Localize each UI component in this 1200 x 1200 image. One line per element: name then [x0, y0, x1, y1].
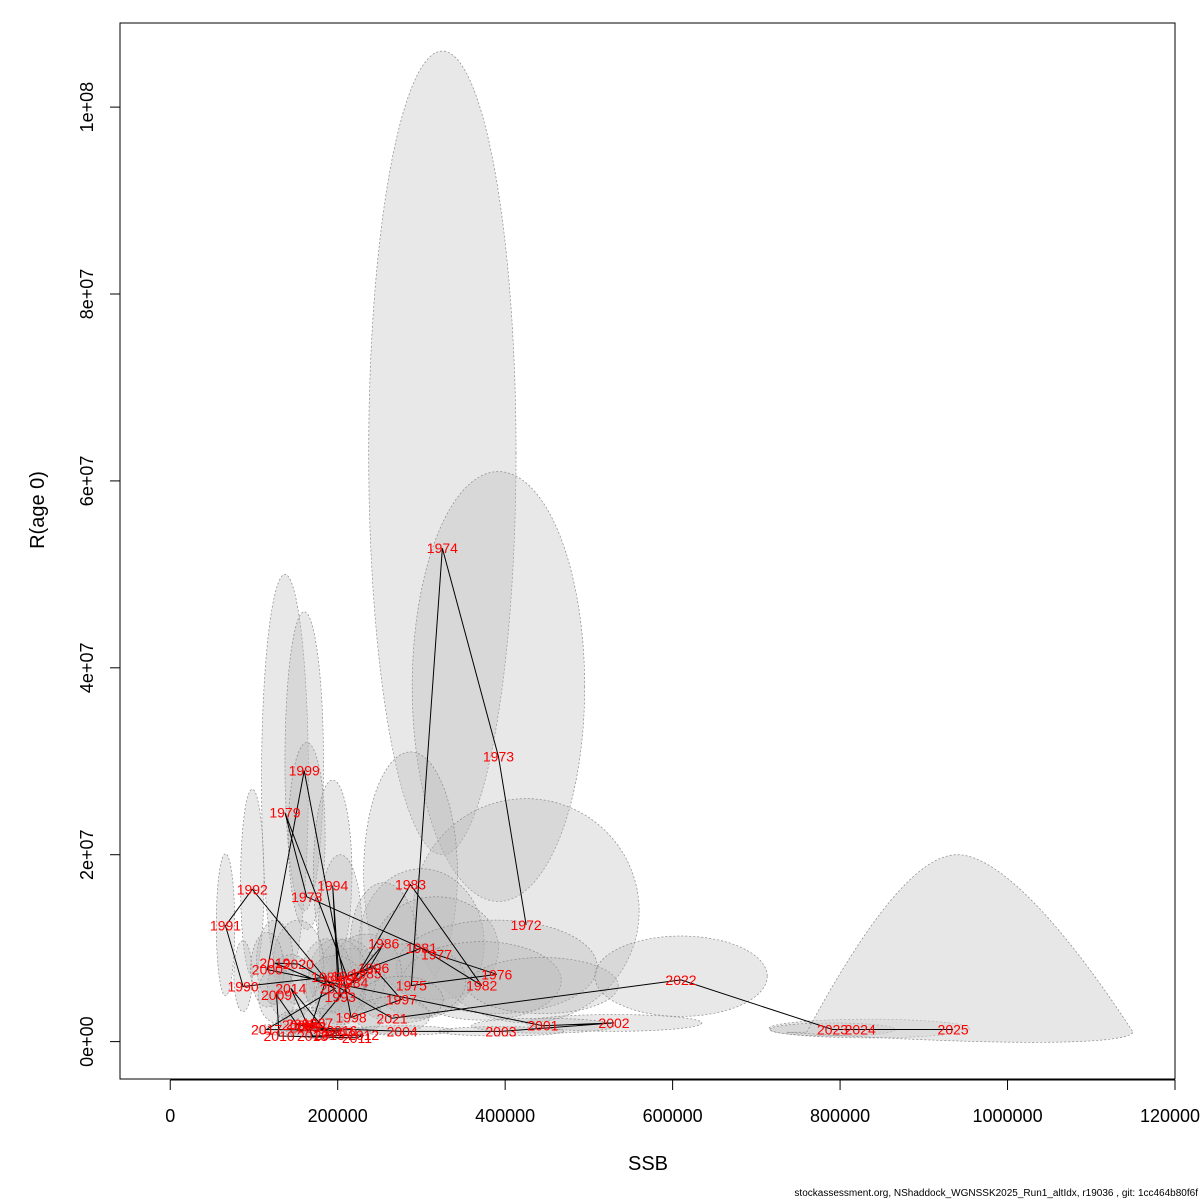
year-label-1978: 1978 [291, 889, 322, 905]
recruitment-trajectory-line [224, 548, 954, 1039]
year-label-2006: 2006 [286, 1016, 317, 1032]
year-label-2011: 2011 [342, 1030, 372, 1046]
x-tick-label-800000: 800000 [810, 1106, 870, 1126]
year-label-2025: 2025 [938, 1021, 969, 1037]
year-label-1976: 1976 [481, 966, 512, 982]
year-label-2010: 2010 [264, 1028, 295, 1044]
uncertainty-region-12 [233, 940, 253, 1013]
year-label-1979: 1979 [269, 805, 300, 821]
uncertainty-region-18 [467, 957, 619, 1014]
year-label-1972: 1972 [511, 917, 542, 933]
year-label-2013: 2013 [297, 1028, 328, 1044]
y-tick-label-0e+00: 0e+00 [77, 1016, 97, 1067]
year-label-2003: 2003 [485, 1023, 516, 1039]
year-label-2015: 2015 [314, 1027, 345, 1043]
year-label-1990: 1990 [228, 978, 259, 994]
year-label-1984: 1984 [337, 975, 368, 991]
year-label-1981: 1981 [406, 940, 437, 956]
year-label-2018: 2018 [320, 980, 351, 996]
uncertainty-region-34 [354, 996, 431, 1035]
year-label-2020: 2020 [283, 956, 314, 972]
year-label-2008: 2008 [282, 1017, 313, 1033]
year-label-2022: 2022 [665, 972, 696, 988]
uncertainty-region-11 [215, 853, 236, 997]
year-label-2001: 2001 [527, 1018, 558, 1034]
year-label-2007: 2007 [322, 1024, 353, 1040]
year-label-2016: 2016 [326, 1022, 357, 1038]
y-tick-label-6e+07: 6e+07 [77, 456, 97, 507]
x-tick-label-1000000: 1000000 [973, 1106, 1043, 1126]
year-label-1999: 1999 [289, 763, 320, 779]
uncertainty-region-13 [358, 868, 485, 1019]
year-label-1974: 1974 [427, 540, 458, 556]
year-label-2021: 2021 [377, 1010, 408, 1026]
year-label-1987: 1987 [302, 1015, 333, 1031]
uncertainty-region-5 [261, 574, 309, 986]
x-tick-label-200000: 200000 [308, 1106, 368, 1126]
x-axis-title: SSB [628, 1153, 668, 1175]
uncertainty-region-41 [351, 1025, 453, 1036]
year-label-1985: 1985 [351, 965, 382, 981]
y-axis: 0e+00 2e+07 4e+07 6e+07 8e+07 1e+08 [77, 82, 121, 1067]
year-label-1998: 1998 [336, 1009, 367, 1025]
year-label-2023: 2023 [817, 1021, 848, 1037]
year-labels: 1972 1973 1974 1975 1976 1977 1978 1979 1980 1981… [210, 540, 969, 1046]
uncertainty-region-7 [287, 742, 326, 930]
year-label-1991: 1991 [210, 918, 241, 934]
year-label-2009: 2009 [261, 987, 292, 1003]
year-label-2012: 2012 [348, 1027, 379, 1043]
x-tick-label-0: 0 [165, 1106, 175, 1126]
y-axis-title: R(age 0) [27, 471, 49, 549]
year-label-1995: 1995 [322, 972, 353, 988]
year-label-2014: 2014 [275, 980, 306, 996]
year-label-1975: 1975 [396, 978, 427, 994]
year-label-2005: 2005 [289, 1020, 320, 1036]
region-2025-uncertainty [786, 854, 1134, 1043]
year-label-2002: 2002 [598, 1015, 629, 1031]
footer-credit: stockassessment.org, NShaddock_WGNSSK202… [794, 1188, 1198, 1199]
uncertainty-region-8 [313, 779, 353, 968]
year-label-1982: 1982 [466, 978, 497, 994]
y-tick-label-8e+07: 8e+07 [77, 269, 97, 320]
year-label-1989: 1989 [311, 969, 342, 985]
uncertainty-region-21 [330, 933, 402, 1010]
uncertainty-region-1 [368, 50, 517, 856]
year-label-1977: 1977 [421, 947, 452, 963]
year-label-1993: 1993 [325, 989, 356, 1005]
year-label-2019: 2019 [259, 955, 290, 971]
y-tick-label-2e+07: 2e+07 [77, 829, 97, 880]
y-tick-label-4e+07: 4e+07 [77, 643, 97, 694]
uncertainty-region-29 [267, 954, 315, 1021]
y-tick-label-1e+08: 1e+08 [77, 82, 97, 133]
uncertainty-region-6 [284, 611, 324, 912]
x-tick-label-400000: 400000 [475, 1106, 535, 1126]
year-label-2017: 2017 [251, 1021, 282, 1037]
uncertainty-region-2 [411, 471, 586, 902]
year-label-2000: 2000 [252, 962, 283, 978]
year-label-1986: 1986 [368, 935, 399, 951]
uncertainty-region-10 [240, 788, 265, 977]
year-label-2004: 2004 [387, 1023, 418, 1039]
uncertainty-region-16 [395, 919, 598, 1014]
year-label-1983: 1983 [395, 877, 426, 893]
x-tick-label-600000: 600000 [643, 1106, 703, 1126]
year-label-1997: 1997 [386, 992, 417, 1008]
uncertainty-region-19 [594, 935, 768, 1017]
year-label-1980: 1980 [331, 968, 362, 984]
year-label-1992: 1992 [237, 881, 268, 897]
year-label-2024: 2024 [845, 1021, 876, 1037]
uncertainty-region-3 [412, 798, 640, 1024]
year-label-1994: 1994 [317, 878, 348, 894]
year-label-1996: 1996 [358, 960, 389, 976]
year-label-1973: 1973 [483, 749, 514, 765]
uncertainty-region-27 [256, 919, 294, 1005]
uncertainty-region-4 [363, 751, 458, 996]
year-label-1988: 1988 [295, 1019, 326, 1035]
